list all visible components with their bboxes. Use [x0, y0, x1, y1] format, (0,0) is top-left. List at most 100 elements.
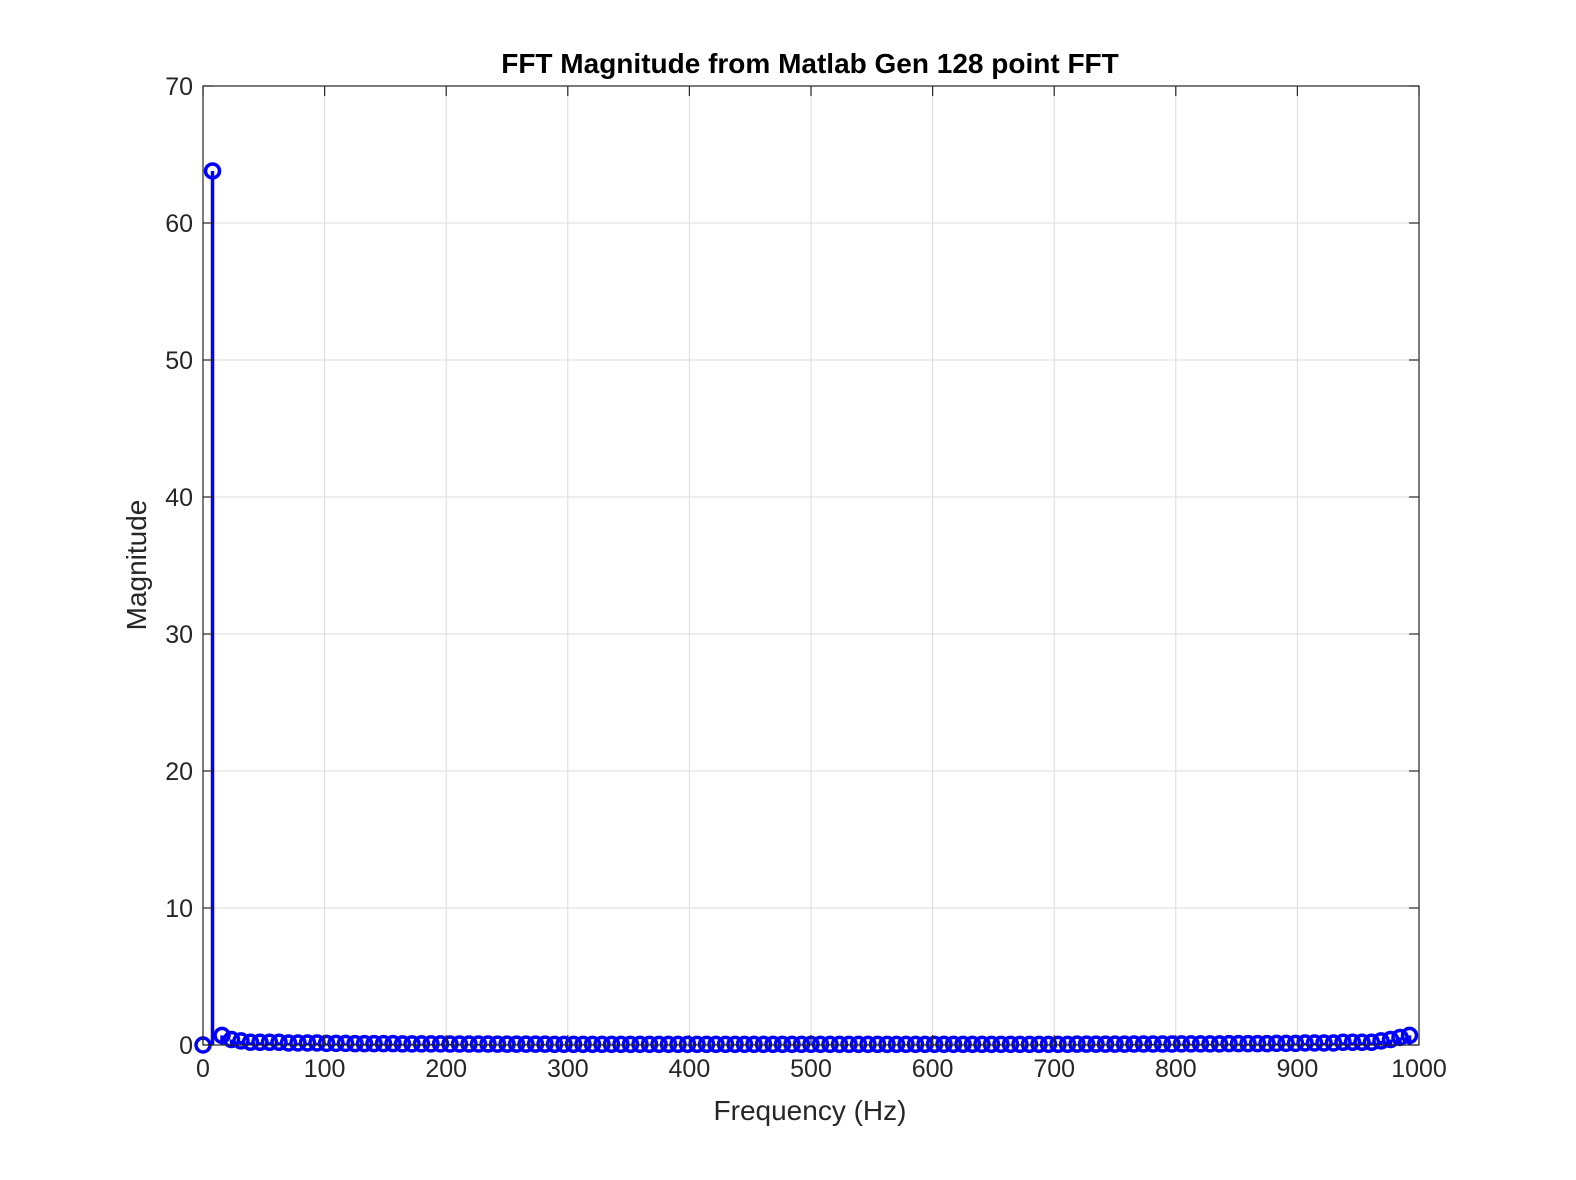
stem-marker — [365, 1034, 383, 1053]
stem-marker — [906, 1035, 925, 1054]
y-tick-labels: 0 10 20 30 40 50 60 70 — [165, 73, 193, 1060]
stem-marker — [1258, 1034, 1276, 1053]
y-tick-label: 40 — [165, 484, 193, 512]
stem-marker — [479, 1035, 497, 1053]
stem-series — [194, 162, 1419, 1054]
stem-marker — [697, 1035, 716, 1054]
y-tick-label: 50 — [165, 347, 193, 375]
stem-marker — [650, 1035, 668, 1054]
stem-marker — [1039, 1035, 1058, 1054]
stem-marker — [1220, 1034, 1238, 1053]
stem-marker — [935, 1035, 953, 1054]
stem-marker — [764, 1035, 782, 1054]
stem-marker — [1239, 1034, 1257, 1053]
stem-marker — [792, 1035, 811, 1054]
x-tick-label: 400 — [669, 1055, 711, 1083]
stem-marker — [1087, 1035, 1105, 1053]
stem-marker — [669, 1035, 687, 1054]
stem-marker — [232, 1032, 250, 1050]
stem-marker — [1163, 1035, 1181, 1053]
stem-marker — [526, 1035, 545, 1053]
axis-ticks — [202, 85, 1420, 1046]
stem-marker — [1058, 1035, 1077, 1054]
stem-marker — [241, 1033, 260, 1052]
stem-marker — [260, 1033, 279, 1052]
stem-marker — [1210, 1035, 1229, 1053]
stem-marker — [545, 1035, 564, 1054]
stem-marker — [659, 1035, 678, 1054]
stem-marker — [878, 1035, 896, 1054]
stem-marker — [973, 1035, 991, 1054]
stem-marker — [1362, 1033, 1381, 1052]
x-tick-label: 100 — [304, 1055, 346, 1083]
x-tick-label: 700 — [1033, 1055, 1075, 1083]
stem-marker — [1096, 1035, 1115, 1053]
stem-marker — [289, 1034, 307, 1052]
y-tick-label: 10 — [165, 895, 193, 923]
stem-marker — [726, 1035, 744, 1054]
stem-marker — [469, 1035, 488, 1053]
stem-marker — [1115, 1035, 1134, 1053]
stem-marker — [1324, 1034, 1343, 1052]
stem-marker — [422, 1035, 440, 1053]
stem-marker — [745, 1035, 763, 1054]
y-tick-label: 30 — [165, 621, 193, 649]
stem-marker — [1106, 1035, 1124, 1053]
stem-marker — [564, 1035, 583, 1054]
stem-marker — [555, 1035, 573, 1054]
stem-marker — [678, 1035, 697, 1054]
stem-marker — [317, 1034, 336, 1053]
stem-marker — [1400, 1026, 1419, 1045]
stem-marker — [840, 1035, 858, 1054]
stem-marker — [374, 1034, 393, 1053]
stem-marker — [346, 1034, 364, 1053]
stem-marker — [517, 1035, 535, 1053]
stem-marker — [1172, 1035, 1191, 1053]
stem-marker — [621, 1035, 640, 1054]
stem-marker — [327, 1034, 345, 1053]
stem-marker — [830, 1035, 849, 1054]
stem-marker — [754, 1035, 773, 1054]
stem-marker — [488, 1035, 507, 1053]
x-tick-label: 0 — [196, 1055, 210, 1083]
x-tick-label: 800 — [1155, 1055, 1197, 1083]
stem-marker — [222, 1030, 241, 1049]
y-axis-label: Magnitude — [121, 500, 152, 631]
stem-marker — [992, 1035, 1010, 1054]
stem-marker — [821, 1035, 839, 1054]
stem-marker — [536, 1035, 554, 1053]
stem-marker — [783, 1035, 801, 1054]
stem-marker — [887, 1035, 906, 1054]
stem-marker — [1068, 1035, 1086, 1053]
stem-marker — [1191, 1035, 1210, 1053]
stem-marker — [593, 1035, 611, 1054]
stem-marker — [1343, 1033, 1362, 1052]
stem-marker — [460, 1035, 478, 1053]
stem-marker — [336, 1034, 355, 1053]
x-tick-label: 200 — [425, 1055, 467, 1083]
stem-marker — [1011, 1035, 1029, 1054]
stem-marker — [393, 1035, 412, 1053]
stem-marker — [1286, 1034, 1305, 1053]
stem-marker — [1134, 1035, 1153, 1053]
stem-marker — [1144, 1035, 1162, 1053]
stem-marker — [1182, 1035, 1200, 1053]
x-tick-label: 900 — [1277, 1055, 1319, 1083]
stem-marker — [1125, 1035, 1143, 1053]
stem-marker — [811, 1035, 830, 1054]
stem-marker — [1030, 1035, 1048, 1054]
stem-marker — [1305, 1034, 1324, 1052]
stem-marker — [431, 1035, 450, 1053]
stem-marker — [849, 1035, 868, 1054]
stem-marker — [251, 1033, 269, 1052]
stem-marker — [1267, 1034, 1286, 1053]
stem-marker — [384, 1034, 402, 1053]
stem-marker — [270, 1033, 288, 1052]
stem-marker — [602, 1035, 621, 1054]
x-tick-label: 600 — [912, 1055, 954, 1083]
stem-marker — [716, 1035, 735, 1054]
stem-marker — [1049, 1035, 1067, 1054]
stem-marker — [279, 1034, 298, 1052]
stem-marker — [298, 1034, 317, 1052]
